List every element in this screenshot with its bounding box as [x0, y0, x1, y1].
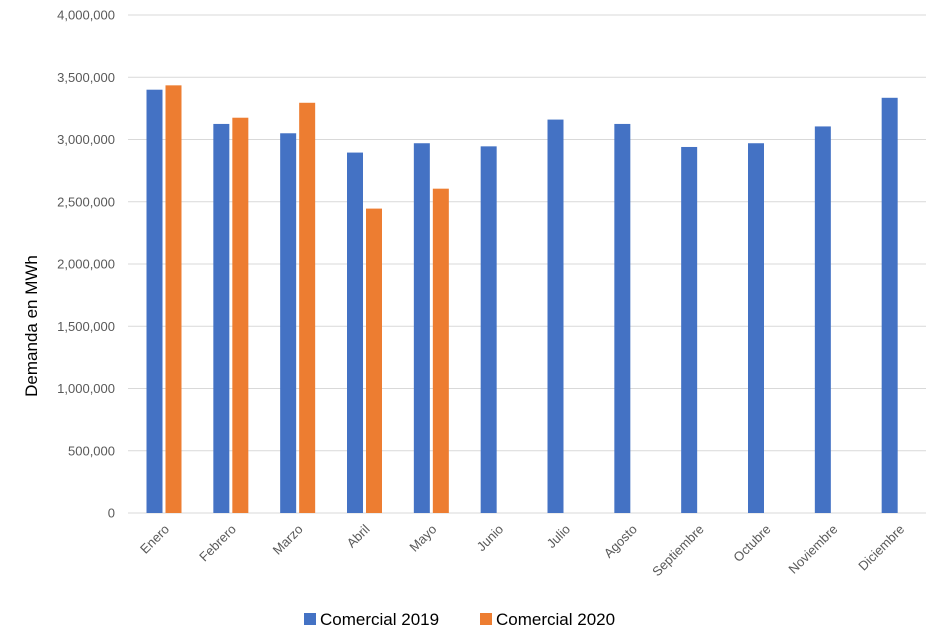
bar-comercial-2019-marzo — [280, 133, 297, 513]
bar-comercial-2019-abril — [347, 152, 363, 513]
y-tick-label: 2,500,000 — [57, 194, 115, 209]
legend: Comercial 2019 Comercial 2020 — [304, 610, 615, 629]
y-tick-label: 3,500,000 — [57, 70, 115, 85]
y-tick-label: 3,000,000 — [57, 132, 115, 147]
gridlines — [128, 14, 926, 514]
y-axis-tick-labels: 0 500,000 1,000,000 1,500,000 2,000,000 2,500… — [57, 8, 115, 521]
y-tick-label: 1,500,000 — [57, 319, 115, 334]
bars — [146, 85, 898, 514]
x-tick-label: Octubre — [730, 522, 773, 565]
y-tick-label: 1,000,000 — [57, 381, 115, 396]
bar-comercial-2019-noviembre — [814, 126, 831, 514]
x-tick-label: Febrero — [196, 522, 239, 565]
bar-comercial-2020-abril — [366, 208, 382, 513]
y-tick-label: 0 — [108, 506, 115, 521]
x-tick-label: Agosto — [601, 522, 640, 561]
bar-comercial-2019-julio — [547, 119, 564, 513]
legend-label-comercial-2019: Comercial 2019 — [320, 610, 439, 629]
bar-comercial-2020-marzo — [299, 102, 316, 514]
bar-comercial-2019-enero — [146, 89, 163, 513]
bar-comercial-2019-junio — [480, 146, 497, 513]
x-tick-label: Junio — [474, 522, 507, 555]
bar-comercial-2019-agosto — [614, 123, 631, 513]
x-axis-tick-labels: Enero Febrero Marzo Abril Mayo Junio Julio Agos… — [137, 521, 907, 579]
x-tick-label: Septiembre — [649, 522, 707, 580]
x-tick-label: Julio — [544, 522, 574, 552]
y-tick-label: 500,000 — [68, 443, 115, 458]
bar-comercial-2019-octubre — [748, 143, 764, 514]
y-axis-title: Demanda en MWh — [22, 255, 41, 397]
bar-comercial-2019-diciembre — [881, 97, 898, 513]
bar-comercial-2020-enero — [165, 85, 182, 513]
y-tick-label: 4,000,000 — [57, 8, 115, 23]
legend-label-comercial-2020: Comercial 2020 — [496, 610, 615, 629]
y-tick-label: 2,000,000 — [57, 257, 115, 272]
bar-comercial-2020-febrero — [232, 117, 249, 514]
legend-swatch-comercial-2020 — [480, 613, 492, 625]
legend-swatch-comercial-2019 — [304, 613, 316, 625]
bar-comercial-2020-mayo — [432, 188, 449, 514]
x-tick-label: Enero — [137, 522, 172, 557]
bar-comercial-2019-febrero — [213, 123, 230, 513]
bar-comercial-2019-septiembre — [681, 146, 698, 513]
x-tick-label: Marzo — [270, 522, 306, 558]
bar-comercial-2019-mayo — [413, 143, 430, 514]
x-tick-label: Diciembre — [855, 522, 907, 574]
x-tick-label: Noviembre — [785, 522, 840, 577]
x-tick-label: Mayo — [406, 522, 439, 555]
x-tick-label: Abril — [344, 521, 373, 550]
